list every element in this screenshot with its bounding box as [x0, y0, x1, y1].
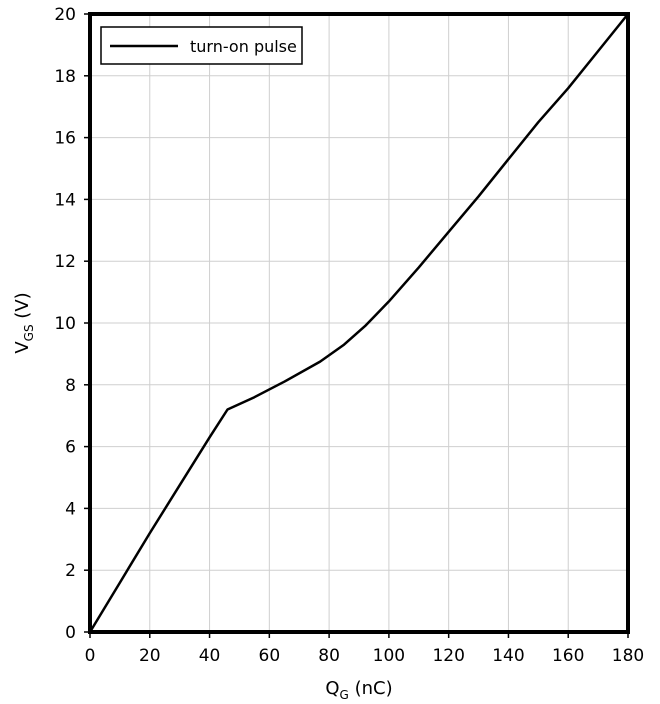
y-axis-title: VGS (V)	[12, 292, 36, 353]
x-tick-label: 100	[373, 646, 405, 666]
x-tick-label: 140	[492, 646, 524, 666]
x-tick-label: 40	[199, 646, 221, 666]
x-tick-label: 20	[139, 646, 161, 666]
legend-label-turn-on-pulse: turn-on pulse	[190, 37, 297, 56]
y-axis-title-main: V	[12, 341, 33, 354]
series-group	[88, 13, 629, 633]
x-axis-ticks: 0 20 40 60 80 100 120 140 160 180	[85, 632, 644, 666]
y-tick-label: 10	[54, 314, 76, 334]
y-axis-title-unit: (V)	[12, 292, 33, 324]
y-tick-label: 14	[54, 190, 76, 210]
y-tick-label: 16	[54, 129, 76, 149]
x-tick-label: 180	[612, 646, 644, 666]
y-tick-label: 4	[65, 499, 76, 519]
y-tick-label: 2	[65, 561, 76, 581]
x-axis-title: QG (nC)	[325, 678, 392, 702]
x-axis-title-sub: G	[340, 688, 349, 702]
y-tick-label: 18	[54, 67, 76, 87]
legend: turn-on pulse	[100, 26, 303, 65]
y-tick-label: 12	[54, 252, 76, 272]
y-tick-label: 20	[54, 5, 76, 25]
x-tick-label: 160	[552, 646, 584, 666]
y-axis-title-sub: GS	[22, 324, 36, 341]
series-line-turn-on-pulse	[88, 13, 629, 633]
x-tick-label: 0	[85, 646, 96, 666]
y-tick-label: 0	[65, 623, 76, 643]
x-axis-title-unit: (nC)	[349, 678, 393, 699]
y-axis-ticks: 0 2 4 6 8 10 12 14 16 18 20	[54, 5, 90, 643]
plot-frame	[88, 12, 630, 634]
x-tick-label: 120	[432, 646, 464, 666]
y-tick-label: 6	[65, 438, 76, 458]
x-tick-label: 60	[259, 646, 281, 666]
grid	[89, 13, 629, 633]
x-axis-title-main: Q	[325, 678, 339, 699]
x-tick-label: 80	[318, 646, 340, 666]
y-tick-label: 8	[65, 376, 76, 396]
